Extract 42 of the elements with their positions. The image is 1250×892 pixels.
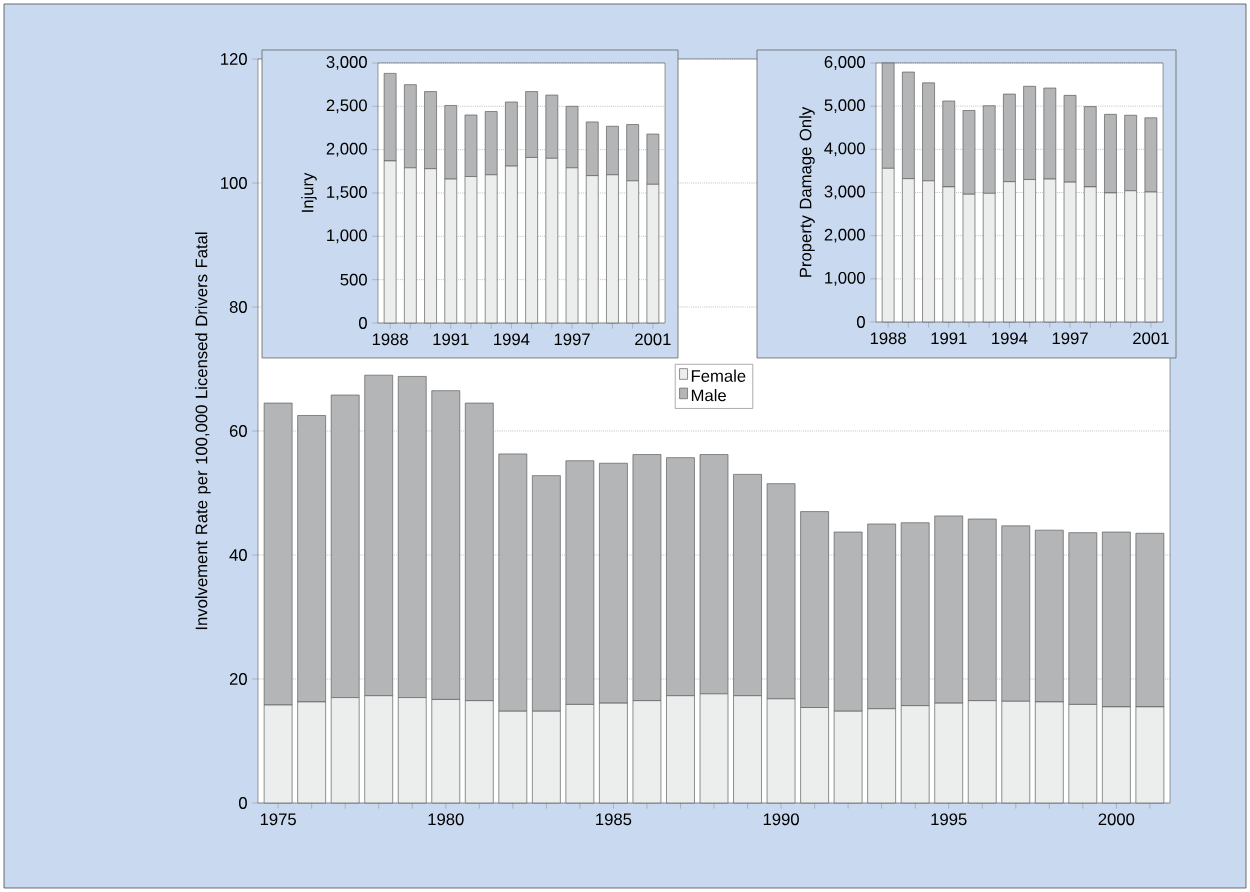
x-tick-label: 1997: [554, 333, 590, 346]
y-tick-label: 120: [221, 53, 247, 65]
x-tick-label: 1991: [433, 333, 469, 346]
y-tick-label: 500: [340, 273, 367, 286]
y-tick-label: 3,000: [326, 56, 367, 70]
y-tick-label: 2,000: [824, 228, 865, 243]
y-tick-label: 0: [238, 797, 247, 809]
y-tick-label: 60: [229, 425, 247, 437]
y-tick-label: 2,500: [326, 99, 367, 114]
y-tick-label: 6,000: [824, 56, 865, 70]
y-tick-label: 100: [221, 177, 247, 189]
x-tick-label: 1988: [372, 333, 408, 346]
legend-label: Female: [691, 369, 746, 382]
x-tick-label: 1990: [763, 813, 799, 826]
y-axis-title: Property Damage Only: [799, 106, 815, 277]
x-tick-label: 1997: [1052, 332, 1088, 345]
x-tick-label: 1994: [992, 332, 1028, 345]
y-axis-title: Injury: [301, 172, 317, 212]
y-tick-label: 4,000: [824, 142, 865, 157]
x-tick-label: 1988: [870, 332, 906, 345]
y-tick-label: 1,000: [327, 229, 367, 244]
x-tick-label: 2000: [1098, 813, 1135, 826]
x-tick-label: 1985: [596, 813, 632, 826]
y-tick-label: 5,000: [824, 99, 865, 114]
y-tick-label: 2,000: [326, 142, 367, 157]
x-tick-label: 1994: [494, 333, 530, 346]
y-tick-label: 0: [358, 317, 367, 329]
x-tick-label: 2001: [635, 333, 671, 346]
y-tick-label: 80: [229, 301, 247, 313]
legend-label: Male: [691, 389, 726, 402]
y-tick-label: 3,000: [824, 185, 865, 200]
x-tick-label: 1980: [428, 813, 464, 826]
y-tick-label: 1,000: [825, 271, 865, 286]
x-tick-label: 1991: [931, 332, 967, 345]
y-tick-label: 40: [229, 549, 247, 561]
y-axis-title: Involvement Rate per 100,000 Licensed Drivers Fatal: [195, 232, 211, 630]
y-tick-label: 0: [856, 316, 865, 328]
x-tick-label: 1995: [931, 813, 967, 826]
y-tick-label: 20: [229, 673, 247, 685]
x-tick-label: 1975: [260, 813, 296, 826]
x-tick-label: 2001: [1133, 332, 1169, 345]
y-tick-label: 1,500: [327, 186, 367, 200]
